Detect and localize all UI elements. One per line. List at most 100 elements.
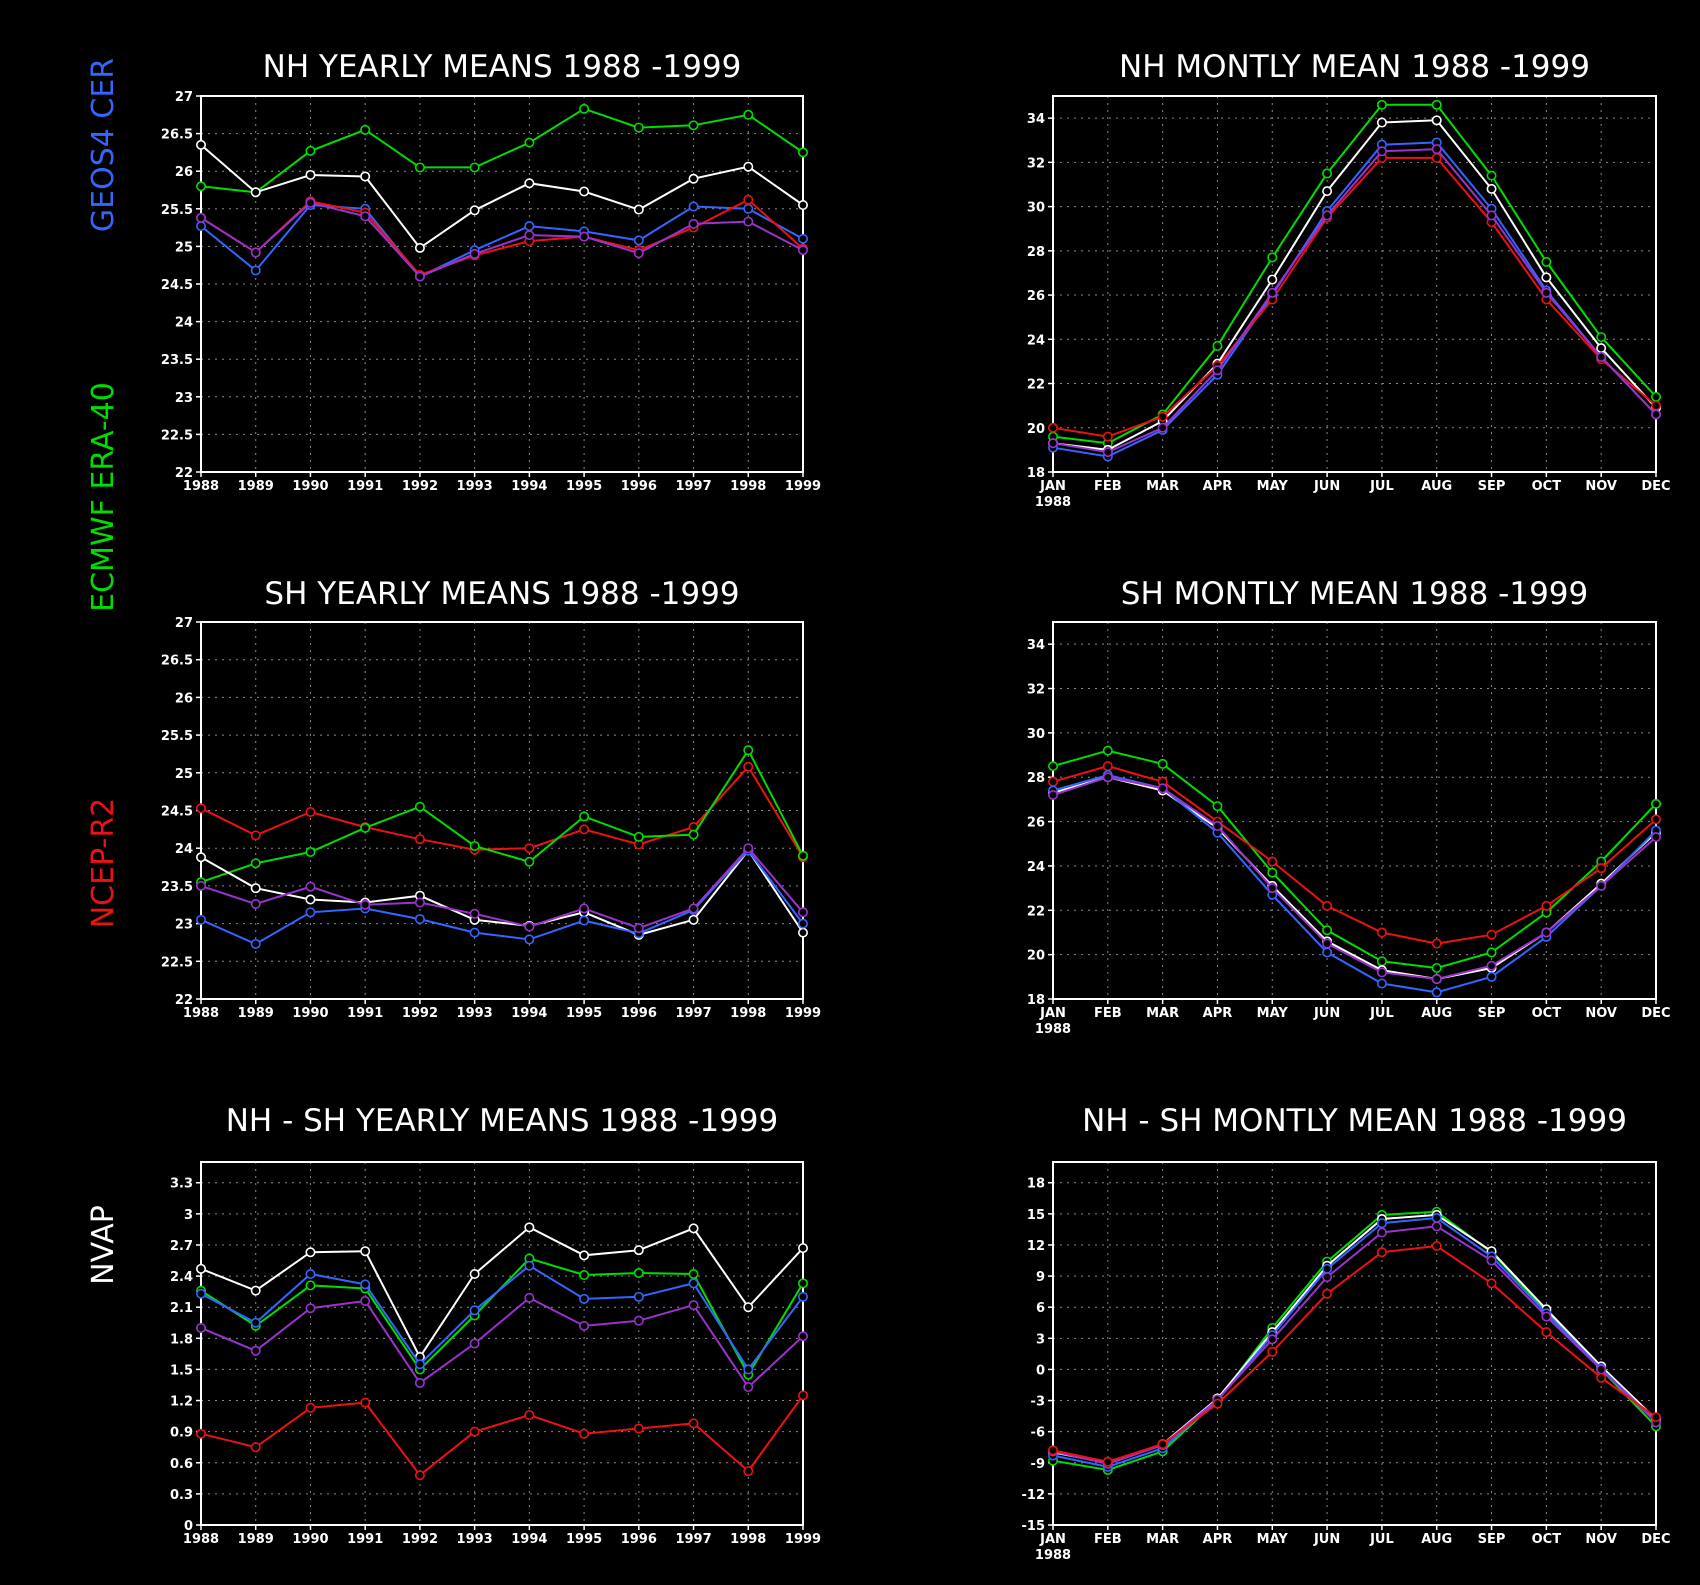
data-point	[1651, 798, 1662, 809]
x-tick-label: 1995	[566, 1006, 602, 1021]
data-point	[250, 187, 261, 198]
x-tick-label: 1998	[730, 479, 766, 494]
data-point	[633, 122, 644, 133]
data-point	[1267, 252, 1278, 263]
x-tick-label: 1997	[675, 1006, 711, 1021]
chart-title: NH - SH YEARLY MEANS 1988 -1999	[226, 1103, 779, 1139]
data-point	[524, 921, 535, 932]
plot-frame	[1052, 621, 1657, 1000]
data-point	[579, 1270, 590, 1281]
y-tick-label: 24	[1027, 860, 1045, 875]
data-point	[743, 161, 754, 172]
data-point	[1322, 900, 1333, 911]
x-tick-label: 1990	[292, 1006, 328, 1021]
data-point	[305, 881, 316, 892]
series-line-2	[200, 144, 804, 250]
x-tick-label: AUG	[1421, 1532, 1452, 1547]
y-tick-label: 26.5	[161, 654, 193, 669]
data-point	[305, 907, 316, 918]
data-point	[579, 824, 590, 835]
data-point	[414, 271, 425, 282]
data-point	[1267, 867, 1278, 878]
x-tick-sublabel: 1988	[1035, 495, 1071, 510]
y-tick-label: 32	[1027, 156, 1045, 171]
data-point	[1376, 967, 1387, 978]
y-tick-label: 22.5	[161, 428, 193, 443]
data-point	[250, 1317, 261, 1328]
data-point	[1651, 391, 1662, 402]
data-point	[250, 1345, 261, 1356]
series-line-2	[1052, 765, 1657, 945]
y-tick-label: 3	[184, 1208, 193, 1223]
x-tick-label: 1989	[238, 479, 274, 494]
data-point	[360, 899, 371, 910]
data-point	[250, 883, 261, 894]
data-point	[250, 938, 261, 949]
x-tick-sublabel: 1988	[1035, 1022, 1071, 1037]
data-point	[1486, 1255, 1497, 1266]
y-tick-label: -3	[1031, 1395, 1045, 1410]
data-point	[743, 109, 754, 120]
data-point	[414, 914, 425, 925]
data-point	[1102, 431, 1113, 442]
series-line-4	[1052, 156, 1657, 438]
x-tick-label: 1993	[457, 479, 493, 494]
x-tick-label: JUL	[1369, 1006, 1394, 1021]
x-tick-label: 1994	[511, 1532, 547, 1547]
legend-label-geos4: GEOS4 CER	[86, 58, 121, 232]
data-point	[469, 840, 480, 851]
series-line-1	[1052, 749, 1657, 970]
y-tick-label: 18	[1027, 466, 1045, 481]
y-tick-label: 15	[1027, 1208, 1045, 1223]
data-point	[579, 1293, 590, 1304]
x-tick-label: MAY	[1257, 1532, 1289, 1547]
data-point	[1596, 880, 1607, 891]
data-point	[1486, 1278, 1497, 1289]
data-point	[196, 1263, 207, 1274]
data-point	[1376, 978, 1387, 989]
data-point	[1431, 115, 1442, 126]
x-tick-label: 1991	[347, 479, 383, 494]
data-point	[305, 1280, 316, 1291]
data-point	[1048, 1445, 1059, 1456]
x-tick-label: 1993	[457, 1532, 493, 1547]
data-point	[1486, 947, 1497, 958]
data-point	[797, 1390, 808, 1401]
x-tick-label: 1998	[730, 1532, 766, 1547]
data-point	[1322, 168, 1333, 179]
y-tick-label: 1.5	[170, 1363, 193, 1378]
data-point	[524, 221, 535, 232]
data-point	[305, 846, 316, 857]
data-point	[743, 843, 754, 854]
x-tick-label: 1993	[457, 1006, 493, 1021]
data-point	[1376, 1227, 1387, 1238]
x-tick-label: 1996	[621, 1006, 657, 1021]
data-point	[688, 1418, 699, 1429]
data-point	[250, 898, 261, 909]
x-tick-label: FEB	[1094, 479, 1122, 494]
x-tick-label: OCT	[1532, 479, 1562, 494]
data-point	[1267, 1334, 1278, 1345]
data-point	[250, 1442, 261, 1453]
data-point	[524, 843, 535, 854]
data-point	[579, 1428, 590, 1439]
data-point	[196, 1322, 207, 1333]
x-tick-label: 1990	[292, 1532, 328, 1547]
data-point	[196, 914, 207, 925]
series-line-1	[200, 765, 804, 858]
data-point	[305, 1247, 316, 1258]
data-point	[524, 856, 535, 867]
y-tick-label: 12	[1027, 1239, 1045, 1254]
series-line-5	[200, 846, 804, 930]
data-point	[414, 834, 425, 845]
data-point	[1267, 1346, 1278, 1357]
data-point	[305, 169, 316, 180]
data-point	[1376, 1218, 1387, 1229]
y-tick-label: 30	[1027, 201, 1045, 216]
data-point	[196, 803, 207, 814]
series-line-3	[200, 1264, 804, 1372]
chart-title: SH YEARLY MEANS 1988 -1999	[264, 576, 739, 612]
x-tick-label: 1989	[238, 1532, 274, 1547]
data-point	[1376, 99, 1387, 110]
